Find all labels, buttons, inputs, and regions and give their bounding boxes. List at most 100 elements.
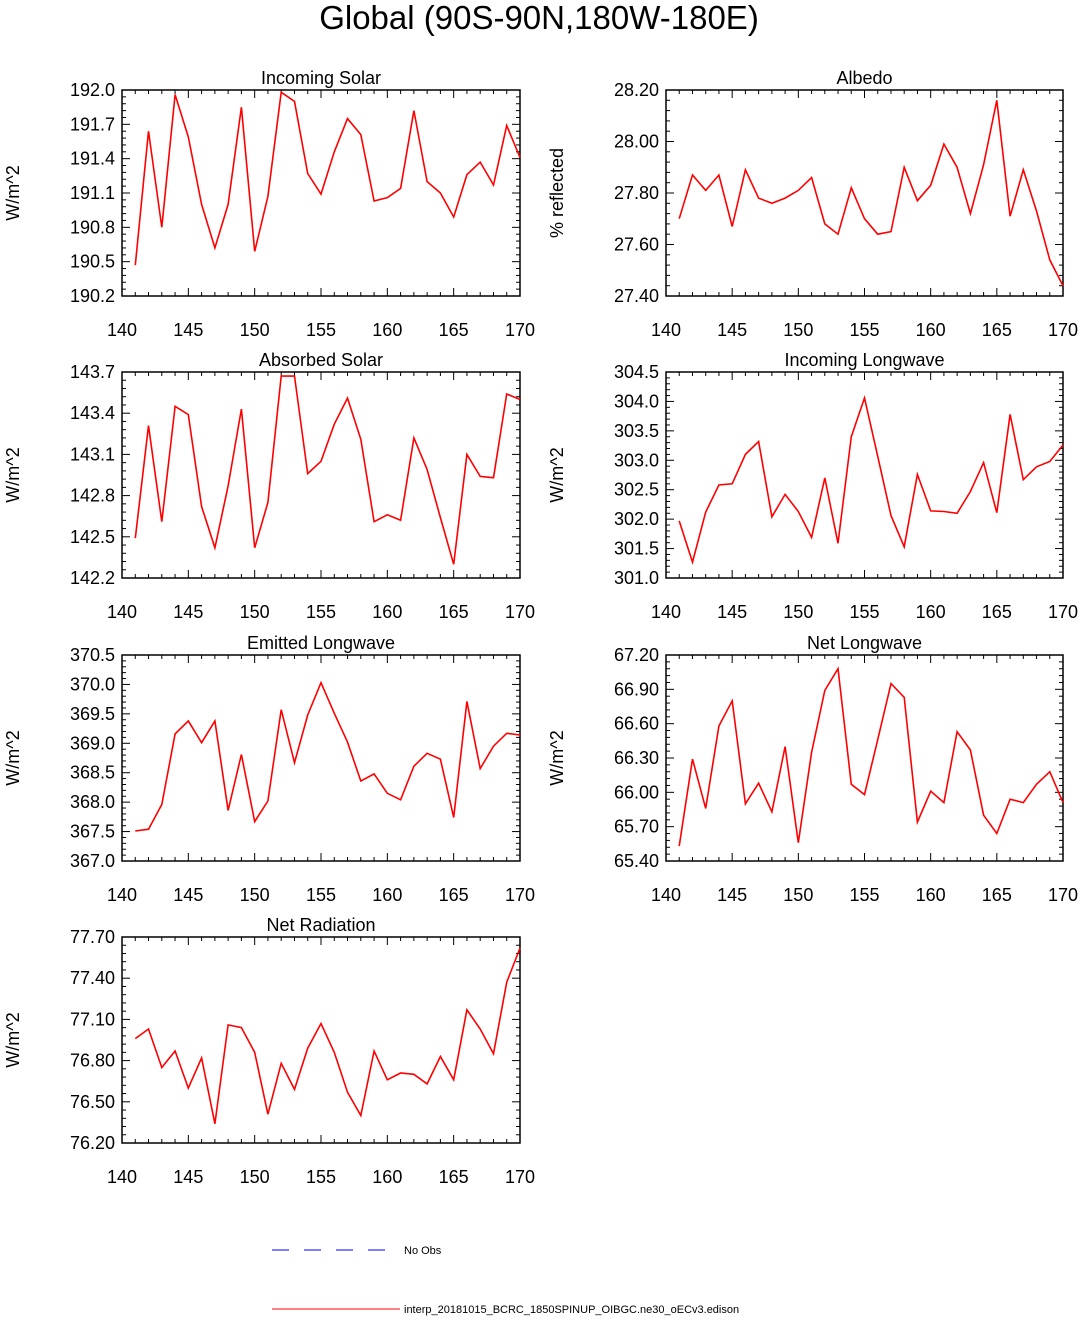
chart-incoming-solar: Incoming Solar W/m^2 140 145 150 155 160 165 170… [3,68,535,340]
plot-frame [121,936,521,1144]
y-tick-label: 367.5 [70,822,115,842]
y-tick-label: 191.1 [70,183,115,203]
x-tick-label: 140 [107,320,137,340]
legend-model-label: interp_20181015_BCRC_1850SPINUP_OIBGC.ne… [404,1304,739,1316]
y-axis-label: W/m^2 [3,1012,23,1067]
y-axis-label: W/m^2 [3,165,23,220]
y-tick-label: 191.7 [70,114,115,134]
chart-title: Absorbed Solar [259,350,383,370]
chart-title: Incoming Longwave [784,350,944,370]
y-tick-label: 369.5 [70,704,115,724]
x-tick-label: 150 [240,885,270,905]
y-tick-label: 76.80 [70,1051,115,1071]
x-tick-label: 140 [107,885,137,905]
y-axis-label: W/m^2 [547,447,567,502]
x-tick-label: 160 [372,320,402,340]
x-tick-label: 160 [372,1167,402,1187]
series-line-net-longwave [678,666,1064,847]
series-line-albedo [678,100,1064,287]
chart-incoming-longwave: Incoming Longwave W/m^2 140 145 150 155 160 165… [547,350,1078,622]
x-tick-label: 165 [982,320,1012,340]
x-tick-label: 155 [306,602,336,622]
y-tick-label: 190.5 [70,252,115,272]
plot-frame [665,654,1064,862]
x-tick-label: 140 [651,885,681,905]
y-tick-label: 76.50 [70,1092,115,1112]
x-tick-label: 165 [439,1167,469,1187]
plot-frame [665,89,1064,297]
y-axis-label: W/m^2 [3,447,23,502]
x-tick-label: 145 [717,885,747,905]
x-tick-label: 165 [982,885,1012,905]
y-tick-label: 143.4 [70,403,115,423]
y-tick-label: 304.5 [614,362,659,382]
x-tick-label: 150 [240,1167,270,1187]
x-tick-label: 155 [849,885,879,905]
x-tick-label: 150 [783,885,813,905]
x-tick-label: 150 [240,320,270,340]
x-tick-label: 155 [306,1167,336,1187]
x-tick-label: 145 [173,1167,203,1187]
y-tick-label: 27.40 [614,286,659,306]
y-tick-label: 77.70 [70,927,115,947]
x-tick-label: 160 [916,885,946,905]
y-tick-label: 76.20 [70,1133,115,1153]
y-tick-label: 301.5 [614,539,659,559]
y-tick-label: 65.40 [614,851,659,871]
y-tick-label: 143.1 [70,444,115,464]
x-tick-label: 155 [306,320,336,340]
x-tick-label: 145 [717,320,747,340]
y-tick-label: 27.80 [614,183,659,203]
y-tick-label: 27.60 [614,235,659,255]
x-tick-label: 165 [439,320,469,340]
y-tick-label: 66.90 [614,679,659,699]
chart-title: Net Radiation [266,915,375,935]
x-tick-label: 170 [1048,602,1078,622]
y-tick-label: 77.40 [70,968,115,988]
series-line-absorbed-solar [134,375,521,565]
x-tick-label: 150 [783,602,813,622]
y-tick-label: 192.0 [70,80,115,100]
x-tick-label: 170 [1048,320,1078,340]
x-tick-label: 165 [439,602,469,622]
chart-emitted-longwave: Emitted Longwave W/m^2 140 145 150 155 160 165 1… [3,633,535,905]
y-axis-label: W/m^2 [547,730,567,785]
x-tick-label: 155 [306,885,336,905]
legend: No Obs interp_20181015_BCRC_1850SPINUP_O… [272,1245,739,1316]
y-tick-label: 369.0 [70,733,115,753]
chart-title: Albedo [836,68,892,88]
legend-obs-label: No Obs [404,1245,442,1257]
y-tick-label: 66.00 [614,782,659,802]
x-tick-label: 155 [849,602,879,622]
x-tick-label: 170 [505,885,535,905]
figure-title: Global (90S-90N,180W-180E) [319,0,759,36]
y-tick-label: 190.8 [70,217,115,237]
y-axis-label: W/m^2 [3,730,23,785]
y-tick-label: 191.4 [70,149,115,169]
y-tick-label: 143.7 [70,362,115,382]
y-tick-label: 303.5 [614,421,659,441]
x-tick-label: 145 [173,602,203,622]
y-tick-label: 28.00 [614,132,659,152]
y-tick-label: 67.20 [614,645,659,665]
x-tick-label: 165 [982,602,1012,622]
x-tick-label: 170 [505,320,535,340]
x-tick-label: 150 [240,602,270,622]
y-tick-label: 142.8 [70,486,115,506]
x-tick-label: 165 [439,885,469,905]
y-tick-label: 66.30 [614,748,659,768]
series-line-emitted-longwave [135,680,521,832]
y-tick-label: 370.0 [70,674,115,694]
x-tick-label: 145 [173,885,203,905]
plot-frame [121,371,521,579]
chart-absorbed-solar: Absorbed Solar W/m^2 140 145 150 155 160 165 170… [3,350,535,622]
x-tick-label: 160 [916,320,946,340]
y-tick-label: 77.10 [70,1009,115,1029]
x-tick-label: 145 [173,320,203,340]
chart-net-longwave: Net Longwave W/m^2 140 145 150 155 160 165 170 65… [547,633,1078,905]
y-axis-label: % reflected [547,148,567,238]
chart-net-radiation: Net Radiation W/m^2 140 145 150 155 160 165 170 7… [3,915,535,1187]
y-tick-label: 301.0 [614,568,659,588]
chart-title: Net Longwave [807,633,922,653]
y-tick-label: 28.20 [614,80,659,100]
